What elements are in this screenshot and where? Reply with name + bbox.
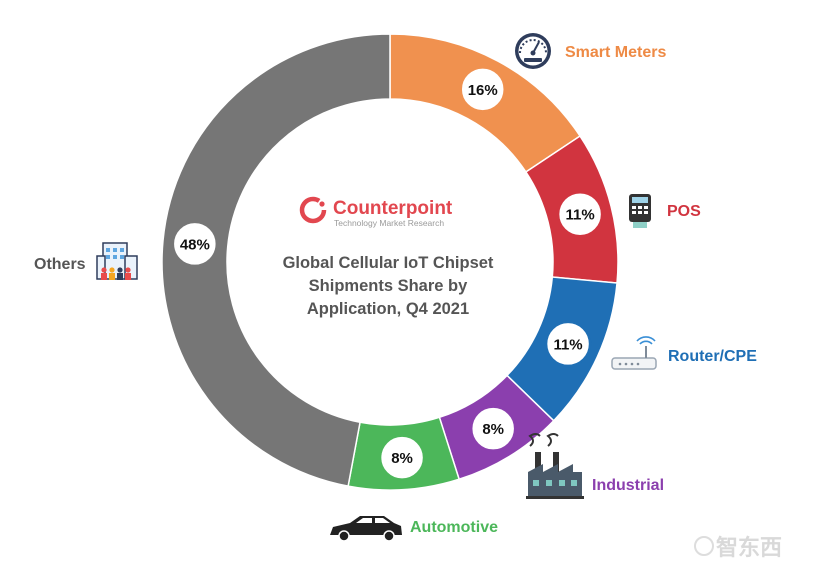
label-smart-meters: Smart Meters: [565, 44, 666, 61]
watermark: 智东西: [694, 535, 782, 561]
badge-router-cpe: [544, 320, 592, 368]
watermark-text: 智东西: [716, 535, 782, 561]
title-line-2: Shipments Share by: [309, 277, 468, 295]
value-label-automotive: 8%: [391, 450, 413, 467]
badge-smart-meters: [459, 66, 506, 113]
brand-tagline: Technology Market Research: [334, 218, 444, 228]
brand-mark-icon: [299, 196, 327, 224]
title-line-3: Application, Q4 2021: [307, 300, 469, 318]
label-industrial: Industrial: [592, 477, 664, 494]
value-label-industrial: 8%: [482, 421, 504, 438]
chart-title: Global Cellular IoT Chipset Shipments Sh…: [283, 254, 494, 318]
value-label-others: 48%: [180, 236, 210, 253]
value-label-pos: 11%: [565, 207, 594, 224]
pos-terminal-icon: [629, 194, 651, 228]
brand-logo: Counterpoint Technology Market Research: [299, 196, 453, 228]
value-badges: 16% 11% 11% 8% 8% 48%: [171, 66, 604, 481]
badge-automotive: [378, 434, 426, 481]
label-others: Others: [34, 256, 86, 273]
badge-industrial: [469, 405, 517, 452]
speedometer-icon: [515, 33, 551, 69]
car-icon: [330, 516, 402, 542]
factory-icon: [526, 433, 584, 499]
label-automotive: Automotive: [410, 519, 498, 536]
badge-others: [171, 220, 219, 268]
value-label-router-cpe: 11%: [553, 336, 582, 353]
label-pos: POS: [667, 203, 701, 220]
badge-pos: [556, 190, 604, 238]
label-router-cpe: Router/CPE: [668, 348, 757, 365]
slice-others: [161, 33, 391, 487]
brand-name: Counterpoint: [333, 198, 453, 219]
router-icon: [611, 336, 657, 370]
value-label-smart-meters: 16%: [468, 82, 498, 99]
title-line-1: Global Cellular IoT Chipset: [283, 254, 494, 272]
building-icon: [96, 242, 138, 280]
